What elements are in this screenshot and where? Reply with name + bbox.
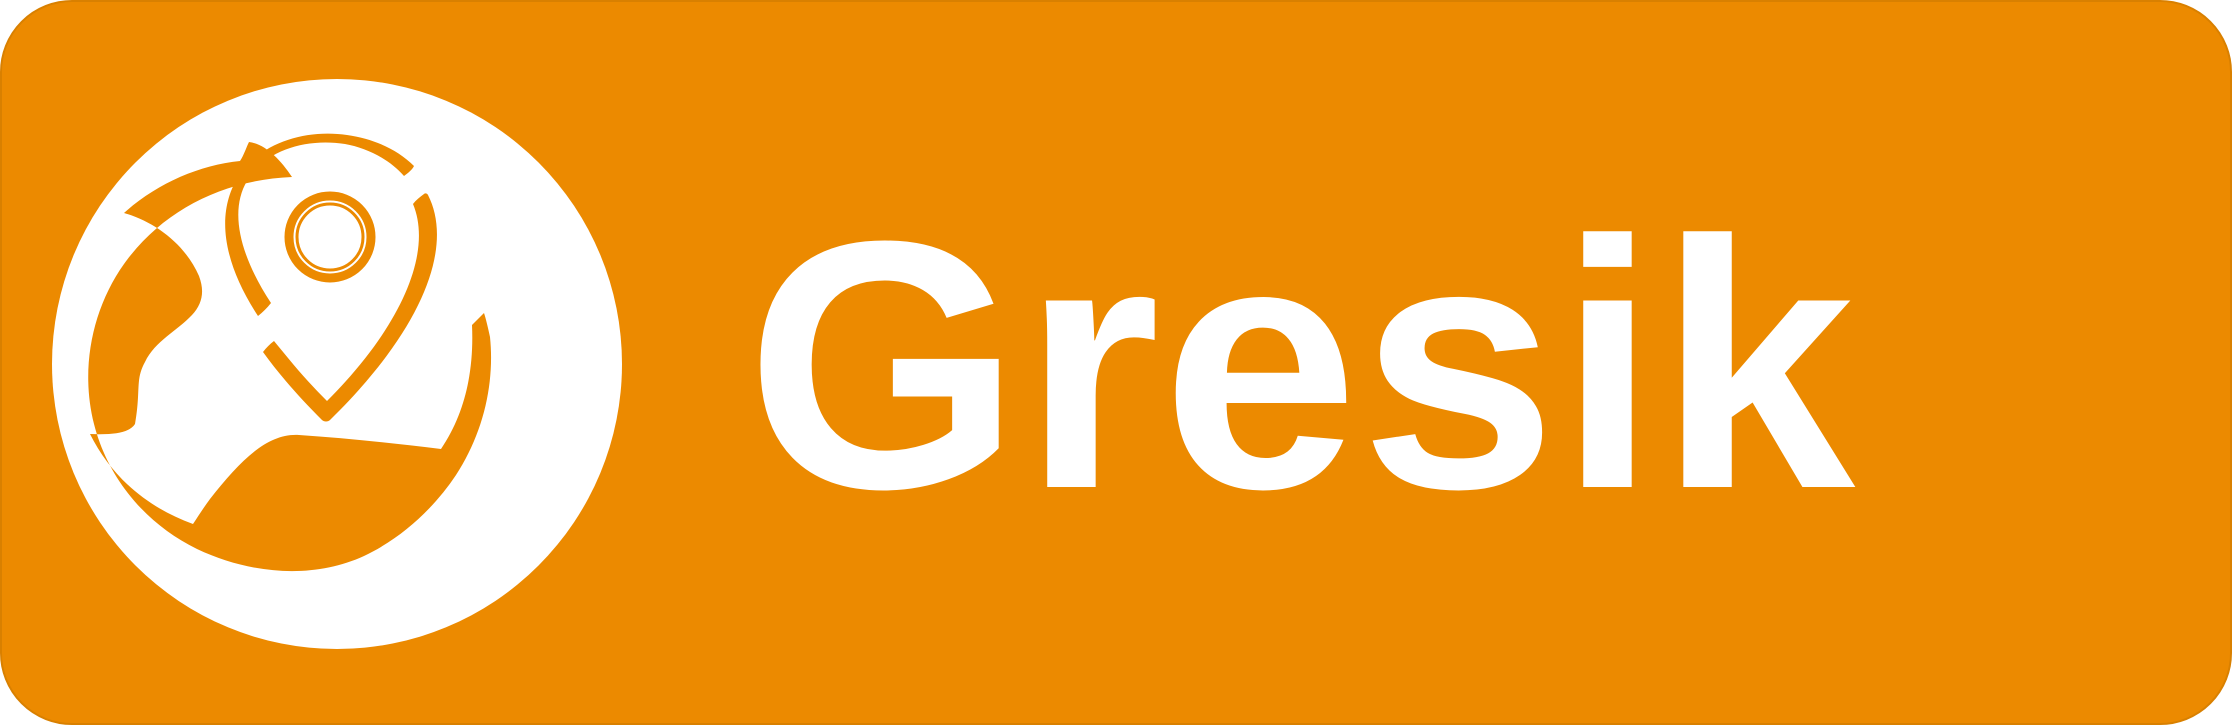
location-pin-map-icon — [88, 133, 492, 572]
place-name: Gresik — [746, 167, 1857, 562]
location-emblem — [52, 79, 622, 649]
